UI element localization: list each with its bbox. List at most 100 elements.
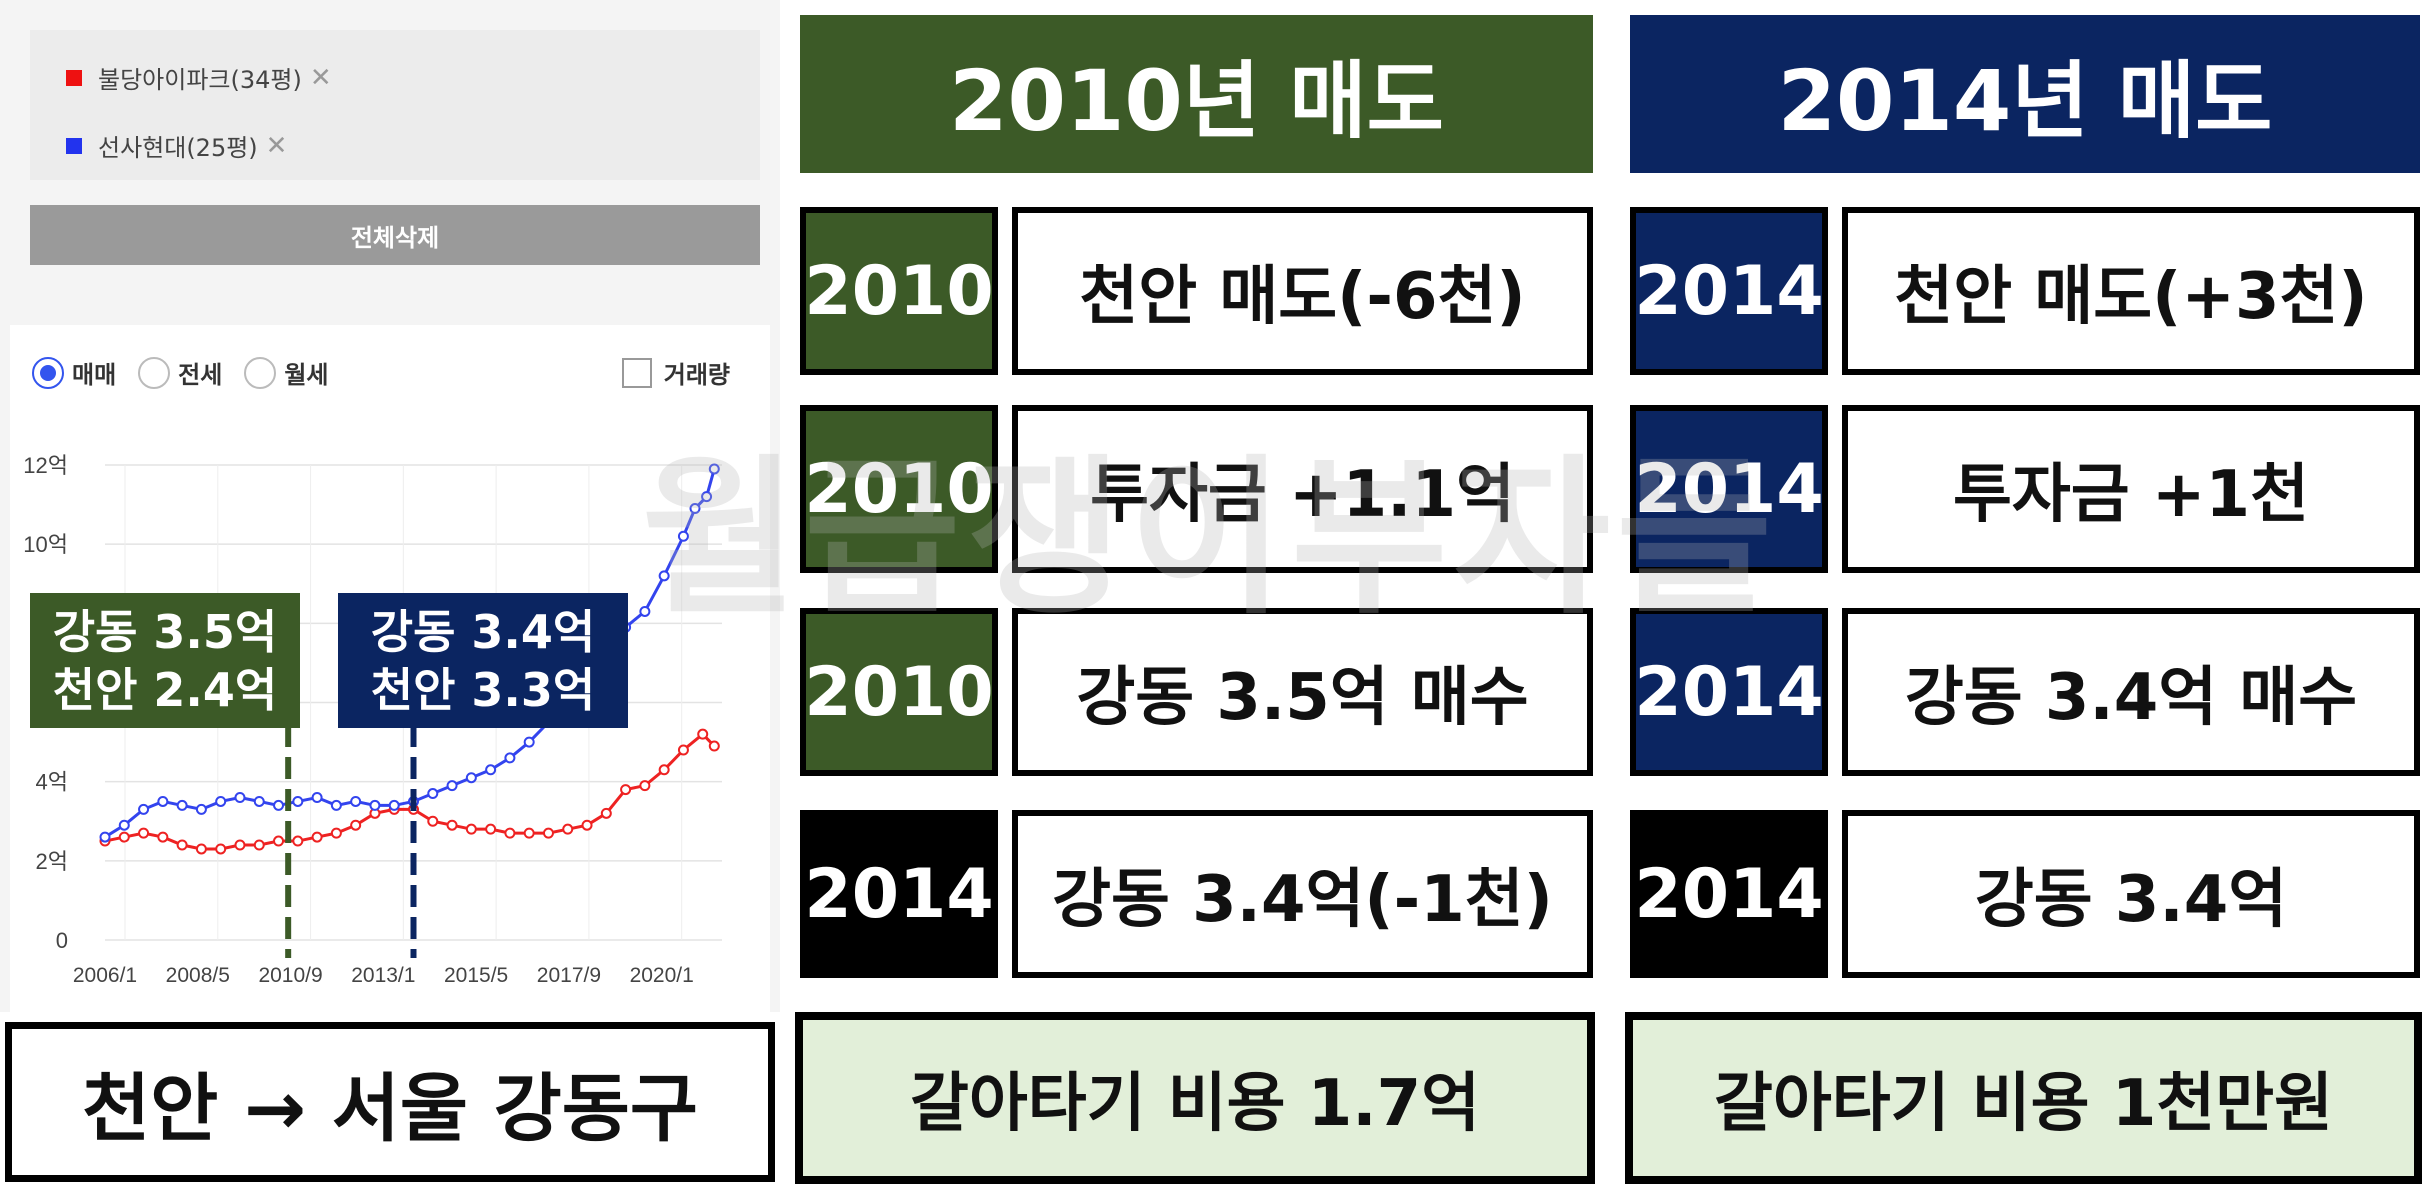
data-point [523, 736, 535, 748]
x-tick-label: 2010/9 [258, 964, 322, 987]
volume-checkbox[interactable] [621, 357, 652, 388]
x-tick-label: 2013/1 [351, 964, 415, 987]
info-cell: 투자금 +1.1억 [1012, 405, 1593, 573]
red-square-icon [66, 69, 82, 86]
legend-label: 선사현대(25평) [98, 134, 258, 162]
data-point [176, 799, 188, 811]
y-tick-label: 10억 [23, 532, 68, 557]
data-point [485, 764, 497, 776]
data-point [273, 835, 285, 847]
data-point [542, 827, 554, 839]
series-line-sunsa [104, 468, 716, 839]
data-point [138, 803, 150, 815]
blue-square-icon [66, 137, 82, 154]
trade-type-radio-group: 매매 전세 월세 [32, 355, 351, 390]
y-tick-label: 4억 [36, 770, 68, 795]
data-point [330, 827, 342, 839]
delete-all-button[interactable]: 전체삭제 [30, 205, 760, 265]
data-point [465, 823, 477, 835]
data-point [157, 831, 169, 843]
data-point [273, 799, 285, 811]
apartment-compare-panel: 불당아이파크(34평) ✕ 선사현대(25평) ✕ 전체삭제 매매 전세 월세 … [0, 0, 780, 1012]
data-point [697, 728, 709, 740]
data-point [523, 827, 535, 839]
year-cell: 2014 [1630, 405, 1828, 573]
data-point [118, 831, 130, 843]
radio-jeonse[interactable] [138, 356, 171, 389]
volume-toggle: 거래량 [621, 355, 730, 390]
y-tick-label: 12억 [23, 453, 68, 478]
y-tick-label: 2억 [36, 849, 68, 874]
data-point [427, 788, 439, 800]
data-point [311, 792, 323, 803]
year-cell: 2010 [800, 405, 998, 573]
switch-cost-2014: 갈아타기 비용 1천만원 [1625, 1012, 2422, 1184]
legend-label: 불당아이파크(34평) [98, 66, 302, 94]
data-point [701, 491, 713, 503]
data-point [369, 799, 381, 811]
data-point [639, 605, 651, 617]
data-point [253, 795, 265, 807]
data-point [677, 744, 689, 756]
callout-line: 강동 3.5억 [52, 604, 278, 659]
data-point [581, 819, 593, 831]
data-point [689, 503, 701, 515]
x-tick-label: 2006/1 [73, 964, 137, 987]
data-point [215, 795, 227, 807]
y-tick-label: 0 [56, 928, 68, 953]
data-point [465, 772, 477, 784]
volume-label: 거래량 [663, 361, 730, 389]
data-point [658, 764, 670, 776]
remove-icon[interactable]: ✕ [309, 62, 332, 93]
legend-item-bulldang: 불당아이파크(34평) ✕ [66, 60, 332, 95]
data-point [620, 784, 632, 796]
data-point [388, 799, 400, 811]
data-point [600, 807, 612, 819]
info-cell: 강동 3.4억 [1842, 810, 2420, 978]
radio-sale-label: 매매 [72, 361, 117, 389]
callout-2010: 강동 3.5억 천안 2.4억 [30, 593, 300, 728]
data-point [350, 795, 362, 807]
info-cell: 강동 3.5억 매수 [1012, 608, 1593, 776]
data-point [195, 803, 207, 815]
info-cell: 천안 매도(-6천) [1012, 207, 1593, 375]
data-point [138, 827, 150, 839]
data-point [195, 843, 207, 855]
header-2010-sale: 2010년 매도 [800, 15, 1593, 173]
data-point [253, 839, 265, 851]
x-tick-label: 2017/9 [537, 964, 601, 987]
x-tick-label: 2008/5 [166, 964, 230, 987]
header-2014-sale: 2014년 매도 [1630, 15, 2420, 173]
data-point [176, 839, 188, 851]
data-point [427, 815, 439, 827]
radio-jeonse-label: 전세 [178, 361, 223, 389]
remove-icon[interactable]: ✕ [265, 130, 288, 161]
data-point [504, 752, 516, 764]
legend-box: 불당아이파크(34평) ✕ 선사현대(25평) ✕ [30, 30, 760, 180]
data-point [292, 835, 304, 847]
data-point [350, 819, 362, 831]
year-cell: 2014 [800, 810, 998, 978]
year-cell: 2014 [1630, 207, 1828, 375]
radio-sale[interactable] [32, 356, 64, 389]
data-point [658, 570, 670, 582]
callout-line: 강동 3.4억 [370, 604, 596, 659]
data-point [215, 843, 227, 855]
data-point [708, 463, 720, 475]
year-cell: 2014 [1630, 608, 1828, 776]
legend-item-sunsa: 선사현대(25평) ✕ [66, 128, 287, 163]
radio-monthly[interactable] [244, 356, 277, 389]
year-cell: 2010 [800, 608, 998, 776]
data-point [330, 799, 342, 811]
switch-cost-2010: 갈아타기 비용 1.7억 [795, 1012, 1595, 1184]
x-tick-label: 2015/5 [444, 964, 508, 987]
data-point [311, 831, 323, 843]
callout-line: 천안 3.3억 [370, 662, 596, 717]
data-point [485, 823, 497, 835]
data-point [234, 839, 246, 851]
data-point [446, 819, 458, 831]
callout-line: 천안 2.4억 [52, 662, 278, 717]
data-point [677, 530, 689, 542]
data-point [446, 780, 458, 792]
data-point [157, 795, 169, 807]
